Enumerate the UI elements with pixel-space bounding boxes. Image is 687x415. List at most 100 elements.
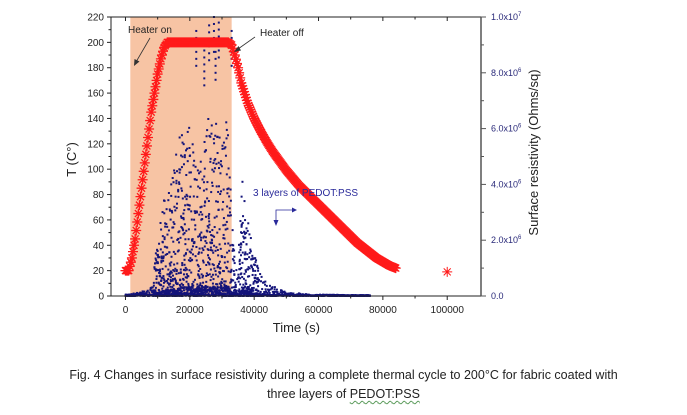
x-tick-label: 0: [123, 305, 129, 316]
resistivity-point: [269, 288, 272, 291]
resistivity-point: [228, 207, 231, 210]
resistivity-point: [251, 273, 254, 276]
resistivity-point: [196, 169, 199, 172]
resistivity-point: [211, 234, 214, 237]
resistivity-point: [221, 290, 224, 293]
resistivity-point: [202, 261, 205, 264]
resistivity-point: [189, 154, 192, 157]
resistivity-point: [243, 272, 246, 275]
resistivity-point: [176, 202, 179, 205]
resistivity-point: [162, 259, 165, 262]
resistivity-point: [177, 249, 180, 252]
resistivity-point: [216, 231, 219, 234]
resistivity-point: [184, 252, 187, 255]
resistivity-point: [178, 230, 181, 233]
resistivity-point: [229, 244, 232, 247]
resistivity-point: [267, 290, 270, 293]
resistivity-point: [200, 284, 203, 287]
resistivity-point: [211, 292, 214, 295]
resistivity-point: [207, 226, 210, 229]
resistivity-point: [211, 263, 214, 266]
resistivity-point: [153, 266, 156, 269]
resistivity-point: [184, 276, 187, 279]
resistivity-point: [169, 272, 172, 275]
resistivity-point: [224, 280, 227, 283]
resistivity-point: [219, 291, 222, 294]
resistivity-point: [230, 270, 233, 273]
resistivity-point: [211, 181, 214, 184]
resistivity-point: [195, 50, 198, 53]
resistivity-point: [188, 147, 191, 150]
resistivity-point: [196, 211, 199, 214]
resistivity-point: [151, 286, 154, 289]
resistivity-point: [193, 292, 196, 295]
resistivity-point: [244, 269, 247, 272]
temperature-point-final: [442, 266, 453, 277]
temperature-point: [228, 46, 239, 57]
y-right-tick-label: 1.0x107: [491, 12, 522, 22]
resistivity-point: [268, 291, 271, 294]
resistivity-point: [173, 293, 176, 296]
resistivity-point: [247, 285, 250, 288]
resistivity-point: [245, 231, 248, 234]
resistivity-point: [182, 283, 185, 286]
temperature-point: [236, 77, 247, 88]
resistivity-point: [182, 278, 185, 281]
temperature-point: [152, 69, 163, 80]
resistivity-point: [246, 258, 249, 261]
resistivity-point: [204, 236, 207, 239]
resistivity-point: [213, 142, 216, 145]
resistivity-point: [205, 135, 208, 138]
resistivity-point: [211, 168, 214, 171]
resistivity-point: [191, 143, 194, 146]
temperature-point: [127, 246, 138, 257]
resistivity-point: [211, 239, 214, 242]
resistivity-point: [230, 29, 233, 32]
resistivity-point: [171, 278, 174, 281]
resistivity-point: [270, 287, 273, 290]
resistivity-point: [244, 279, 247, 282]
resistivity-point: [203, 235, 206, 238]
resistivity-point: [259, 290, 262, 293]
resistivity-point: [246, 275, 249, 278]
resistivity-point: [181, 264, 184, 267]
resistivity-point: [254, 276, 257, 279]
resistivity-point: [212, 264, 215, 267]
resistivity-point: [145, 292, 148, 295]
resistivity-point: [237, 280, 240, 283]
resistivity-point: [242, 235, 245, 238]
resistivity-point: [184, 238, 187, 241]
resistivity-point: [246, 229, 249, 232]
temperature-point: [247, 109, 258, 120]
resistivity-point: [235, 292, 238, 295]
resistivity-point: [248, 275, 251, 278]
resistivity-point: [287, 292, 290, 295]
resistivity-point: [242, 277, 245, 280]
resistivity-point: [220, 160, 223, 163]
resistivity-point: [207, 215, 210, 218]
temperature-point: [146, 107, 157, 118]
resistivity-point: [178, 171, 181, 174]
resistivity-point: [156, 262, 159, 265]
resistivity-point: [222, 217, 225, 220]
resistivity-point: [243, 231, 246, 234]
resistivity-point: [162, 277, 165, 280]
resistivity-point: [276, 291, 279, 294]
resistivity-point: [235, 290, 238, 293]
resistivity-point: [225, 121, 228, 124]
temperature-point: [158, 46, 169, 57]
resistivity-point: [188, 269, 191, 272]
resistivity-point: [209, 135, 212, 138]
resistivity-point: [151, 290, 154, 293]
resistivity-point: [212, 29, 215, 32]
resistivity-point: [155, 278, 158, 281]
resistivity-point: [216, 283, 219, 286]
resistivity-point: [239, 246, 242, 249]
resistivity-point: [238, 258, 241, 261]
resistivity-point: [232, 270, 235, 273]
resistivity-point: [197, 270, 200, 273]
resistivity-point: [225, 137, 228, 140]
resistivity-point: [191, 253, 194, 256]
resistivity-point: [170, 209, 173, 212]
resistivity-point: [209, 157, 212, 160]
